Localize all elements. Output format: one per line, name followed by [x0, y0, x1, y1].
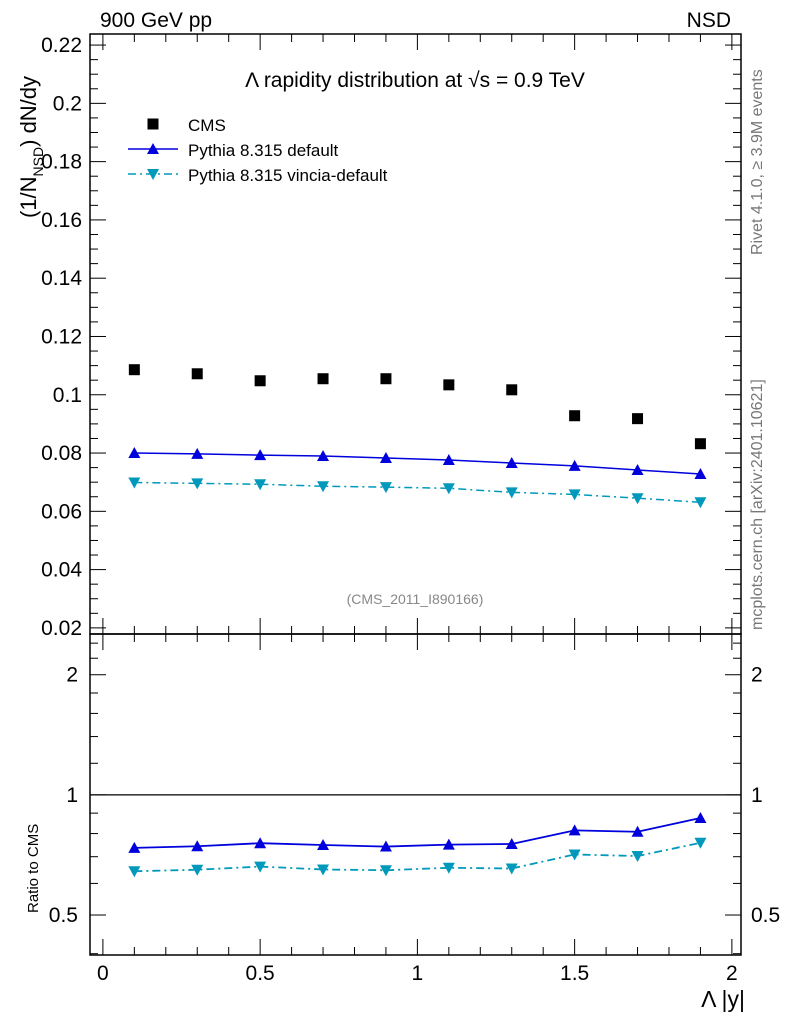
legend-label: Pythia 8.315 vincia-default	[188, 166, 388, 185]
data-point	[569, 410, 581, 422]
x-tick-label: 1.5	[560, 962, 589, 985]
x-tick-label: 0.5	[246, 962, 275, 985]
series-line-1	[134, 452, 701, 475]
data-point	[506, 384, 518, 396]
side-label-top: Rivet 4.1.0, ≥ 3.9M events	[749, 69, 766, 255]
ratio-point	[505, 838, 518, 850]
ratio-point	[191, 864, 204, 876]
legend-marker	[147, 118, 159, 130]
data-point	[442, 454, 455, 466]
data-point	[694, 468, 707, 480]
data-point	[632, 413, 644, 425]
ratio-y-tick-label: 0.5	[49, 904, 78, 927]
y-tick-label: 0.02	[41, 617, 82, 640]
y-tick-label: 0.12	[41, 325, 82, 348]
data-point	[694, 438, 706, 450]
ratio-y-axis-label: Ratio to CMS	[25, 824, 42, 913]
data-point	[191, 478, 204, 490]
y-axis-label-part: NSD	[30, 147, 46, 177]
y-tick-label: 0.2	[53, 92, 82, 115]
data-point	[128, 364, 140, 376]
ratio-point	[379, 840, 392, 852]
ratio-point	[505, 863, 518, 875]
y-tick-label: 0.18	[41, 151, 82, 174]
ratio-point	[568, 849, 581, 861]
x-tick-label: 2	[726, 962, 738, 985]
y-axis-label: (1/NNSD) dN/dy	[16, 76, 46, 218]
legend-label: CMS	[188, 116, 226, 135]
ratio-y-tick-label-right: 0.5	[751, 904, 780, 927]
ratio-point	[631, 851, 644, 863]
x-tick-label: 1	[412, 962, 424, 985]
ratio-y-tick-label-right: 1	[751, 784, 763, 807]
ratio-point	[317, 864, 330, 876]
ratio-point	[254, 837, 267, 849]
data-point	[317, 481, 330, 493]
legend-label: Pythia 8.315 default	[188, 141, 339, 160]
x-tick-label: 0	[97, 962, 109, 985]
ratio-point	[631, 825, 644, 837]
ratio-point	[254, 861, 267, 873]
data-point	[128, 477, 141, 489]
y-tick-label: 0.1	[53, 384, 82, 407]
top-left-label: 900 GeV pp	[100, 9, 212, 32]
x-axis-label: Λ |y|	[701, 986, 745, 1012]
data-point	[380, 373, 392, 385]
data-point	[379, 451, 392, 463]
data-point	[568, 459, 581, 471]
series-line-2	[134, 481, 701, 504]
y-tick-label: 0.06	[41, 500, 82, 523]
y-tick-label: 0.08	[41, 442, 82, 465]
data-point	[254, 479, 267, 491]
ratio-y-tick-label-right: 2	[751, 664, 763, 687]
ratio-point	[442, 838, 455, 850]
chart-title: Λ rapidity distribution at √s = 0.9 TeV	[245, 69, 585, 92]
ratio-point	[191, 840, 204, 852]
y-tick-label: 0.22	[41, 34, 82, 57]
data-point	[254, 449, 267, 461]
y-tick-label: 0.14	[41, 267, 82, 290]
data-point	[191, 447, 204, 459]
ratio-line-2	[134, 841, 701, 873]
ratio-point	[128, 841, 141, 853]
ratio-point	[568, 824, 581, 836]
data-point	[379, 482, 392, 494]
ratio-point	[442, 862, 455, 874]
y-axis-label-part: (1/N	[16, 176, 41, 218]
top-right-label: NSD	[687, 9, 731, 32]
data-point	[191, 368, 203, 380]
ratio-y-tick-label: 2	[66, 664, 78, 687]
data-point	[442, 483, 455, 495]
data-point	[631, 493, 644, 505]
y-tick-label: 0.04	[41, 559, 82, 582]
y-tick-label: 0.16	[41, 209, 82, 232]
side-label-bottom: mcplots.cern.ch [arXiv:2401.10621]	[749, 379, 766, 630]
ratio-point	[128, 866, 141, 878]
ratio-point	[317, 839, 330, 851]
ratio-y-tick-label: 1	[66, 784, 78, 807]
ratio-point	[694, 837, 707, 849]
analysis-label: (CMS_2011_I890166)	[347, 591, 484, 607]
data-point	[631, 463, 644, 475]
data-point	[694, 497, 707, 509]
legend-marker	[147, 143, 159, 154]
data-point	[505, 456, 518, 468]
data-point	[317, 373, 329, 385]
ratio-line-1	[134, 817, 701, 849]
data-point	[254, 375, 266, 387]
data-point	[505, 487, 518, 499]
data-point	[443, 379, 455, 391]
ratio-point	[379, 865, 392, 877]
data-point	[568, 489, 581, 501]
legend-marker	[147, 169, 159, 180]
data-point	[128, 447, 141, 459]
data-point	[317, 449, 330, 461]
y-axis-label-part: ) dN/dy	[16, 76, 41, 147]
ratio-point	[694, 812, 707, 824]
